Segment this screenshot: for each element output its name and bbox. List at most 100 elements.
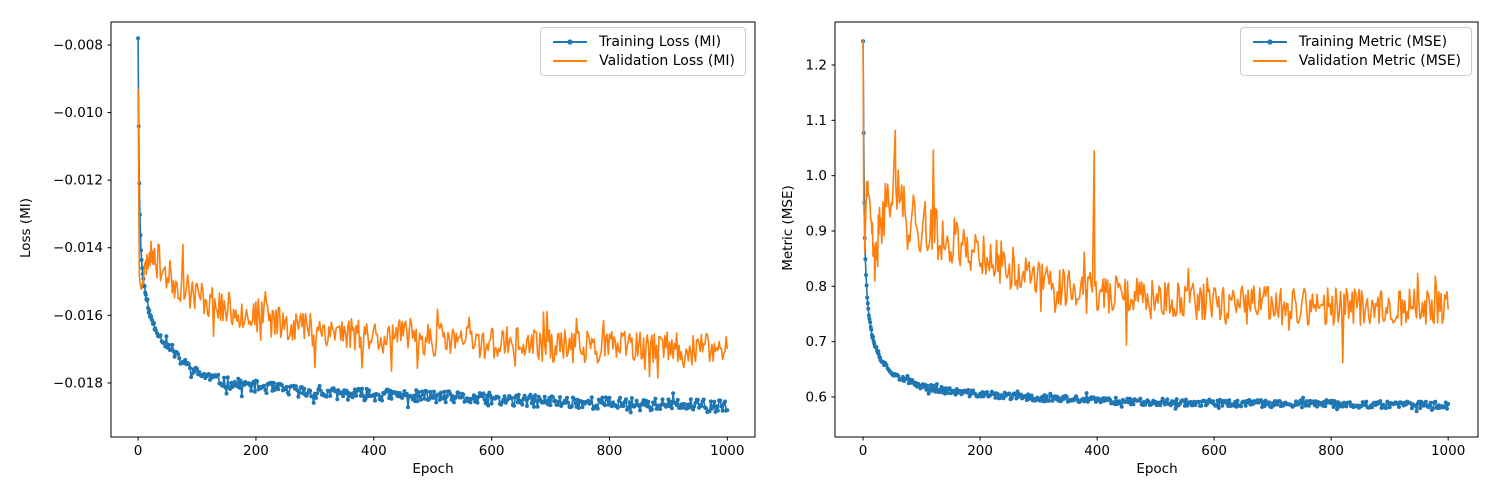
data-point-marker bbox=[454, 394, 459, 399]
data-point-marker bbox=[652, 402, 657, 407]
data-point-marker bbox=[1138, 396, 1143, 401]
data-point-marker bbox=[528, 392, 533, 397]
data-point-marker bbox=[487, 390, 492, 395]
data-point-marker bbox=[555, 402, 560, 407]
data-point-marker bbox=[459, 395, 463, 400]
data-point-marker bbox=[1433, 399, 1438, 404]
data-point-marker bbox=[1227, 398, 1232, 403]
plot-border bbox=[834, 21, 1479, 438]
data-point-marker bbox=[658, 407, 663, 411]
data-point-marker bbox=[1064, 394, 1069, 399]
data-point-marker bbox=[646, 399, 651, 404]
data-point-marker bbox=[1243, 403, 1248, 408]
data-point-marker bbox=[1446, 402, 1451, 406]
data-point-marker bbox=[628, 410, 633, 415]
data-point-marker bbox=[1216, 406, 1221, 410]
data-point-marker bbox=[701, 397, 706, 402]
data-point-marker bbox=[239, 394, 244, 399]
data-point-marker bbox=[1332, 399, 1337, 404]
data-point-marker bbox=[682, 402, 687, 407]
data-point-marker bbox=[1387, 405, 1392, 410]
data-point-marker bbox=[594, 403, 599, 408]
data-point-marker bbox=[1211, 399, 1215, 404]
data-point-marker bbox=[1239, 404, 1243, 409]
data-point-marker bbox=[1007, 391, 1012, 396]
validation-line-sample-icon bbox=[1252, 60, 1287, 62]
data-point-marker bbox=[486, 403, 491, 408]
data-point-marker bbox=[520, 402, 525, 407]
series-line bbox=[862, 41, 1449, 413]
data-point-marker bbox=[496, 395, 501, 400]
data-point-marker bbox=[302, 386, 307, 391]
data-point-marker bbox=[139, 258, 144, 262]
data-point-marker bbox=[512, 403, 516, 408]
data-point-marker bbox=[310, 394, 315, 399]
data-point-marker bbox=[707, 409, 712, 414]
data-point-marker bbox=[865, 295, 870, 300]
data-point-marker bbox=[542, 394, 547, 399]
data-point-marker bbox=[1093, 399, 1098, 404]
data-point-marker bbox=[297, 390, 302, 395]
data-point-marker bbox=[1347, 400, 1352, 405]
legend-item-training-metric: Training Metric (MSE) bbox=[1251, 34, 1461, 50]
data-point-marker bbox=[595, 406, 600, 411]
data-point-marker bbox=[1174, 397, 1179, 402]
data-point-marker bbox=[237, 385, 242, 390]
data-point-marker bbox=[718, 398, 723, 403]
data-point-marker bbox=[1131, 402, 1136, 407]
data-point-marker bbox=[139, 248, 143, 253]
data-point-marker bbox=[550, 395, 555, 400]
data-point-marker bbox=[671, 391, 676, 396]
data-point-marker bbox=[600, 395, 605, 400]
data-point-marker bbox=[680, 405, 685, 410]
data-point-marker bbox=[255, 379, 260, 384]
data-point-marker bbox=[142, 284, 147, 288]
data-point-marker bbox=[335, 397, 340, 402]
data-point-marker bbox=[1173, 406, 1178, 411]
data-point-marker bbox=[336, 388, 341, 393]
data-point-marker bbox=[704, 406, 709, 411]
data-point-marker bbox=[501, 397, 506, 402]
series-line bbox=[862, 40, 1449, 364]
data-point-marker bbox=[668, 399, 673, 404]
data-point-marker bbox=[421, 392, 426, 397]
data-point-marker bbox=[279, 383, 284, 388]
data-point-marker bbox=[629, 396, 634, 401]
data-point-marker bbox=[1108, 397, 1112, 402]
data-point-marker bbox=[442, 389, 447, 394]
data-point-marker bbox=[624, 397, 628, 402]
loss-y-axis-label: Loss (MI) bbox=[18, 197, 34, 259]
data-point-marker bbox=[216, 372, 221, 377]
data-point-marker bbox=[360, 386, 364, 391]
data-point-marker bbox=[993, 395, 998, 400]
data-point-marker bbox=[516, 392, 521, 397]
data-point-marker bbox=[1301, 395, 1306, 400]
data-point-marker bbox=[1409, 406, 1414, 411]
data-point-marker bbox=[553, 398, 558, 403]
data-point-marker bbox=[136, 36, 141, 41]
data-point-marker bbox=[1304, 399, 1309, 404]
data-point-marker bbox=[572, 397, 577, 402]
data-point-marker bbox=[1267, 400, 1272, 405]
x-tick-label: 1000 bbox=[1431, 443, 1465, 459]
data-point-marker bbox=[868, 320, 873, 325]
data-point-marker bbox=[443, 400, 448, 405]
data-point-marker bbox=[1146, 399, 1151, 404]
data-point-marker bbox=[345, 397, 350, 402]
x-tick-label: 200 bbox=[967, 443, 993, 459]
data-point-marker bbox=[264, 391, 269, 395]
data-point-marker bbox=[1160, 396, 1165, 401]
data-point-marker bbox=[545, 398, 549, 403]
y-tick-label: 1.1 bbox=[806, 113, 827, 129]
data-point-marker bbox=[197, 370, 202, 375]
data-point-marker bbox=[968, 392, 973, 397]
data-point-marker bbox=[548, 403, 553, 408]
data-point-marker bbox=[456, 391, 461, 395]
data-point-marker bbox=[995, 392, 1000, 396]
data-point-marker bbox=[170, 342, 175, 347]
metric-x-axis-label: Epoch bbox=[1136, 461, 1178, 477]
data-point-marker bbox=[627, 400, 632, 405]
data-point-marker bbox=[195, 366, 199, 371]
data-point-marker bbox=[311, 400, 316, 405]
